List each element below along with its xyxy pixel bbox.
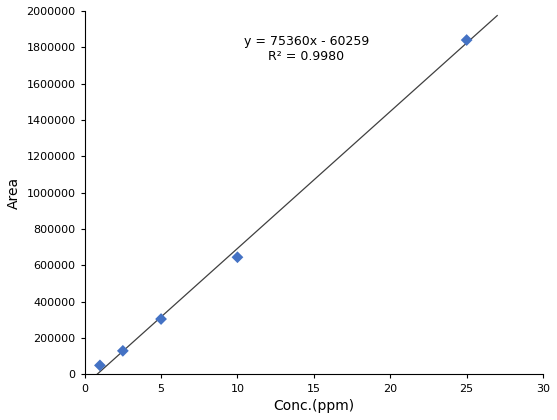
X-axis label: Conc.(ppm): Conc.(ppm) bbox=[273, 399, 354, 413]
Point bbox=[119, 347, 128, 354]
Text: y = 75360x - 60259
R² = 0.9980: y = 75360x - 60259 R² = 0.9980 bbox=[243, 34, 369, 63]
Y-axis label: Area: Area bbox=[7, 177, 21, 209]
Point bbox=[95, 362, 104, 369]
Point bbox=[462, 37, 471, 43]
Point bbox=[157, 316, 165, 323]
Point bbox=[233, 254, 242, 260]
